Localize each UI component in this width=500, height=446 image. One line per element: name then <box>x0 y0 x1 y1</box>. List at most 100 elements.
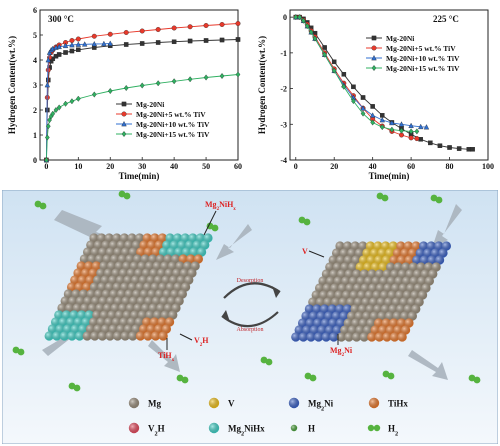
atom-shade <box>150 282 160 292</box>
data-point <box>123 30 129 35</box>
data-point <box>341 72 347 77</box>
atom-shade <box>167 296 177 306</box>
atom-shade <box>83 296 93 306</box>
x-tick-label: 20 <box>330 162 338 171</box>
atom-shade <box>147 240 157 250</box>
atom-shade <box>127 233 137 243</box>
atom-shade <box>350 304 360 314</box>
atom-shade <box>93 275 103 285</box>
atom-shade <box>129 296 139 306</box>
atom-shade <box>169 240 179 250</box>
atom-shade <box>122 261 132 271</box>
legend-label: Mg2NiHx <box>228 424 265 438</box>
atom-shade <box>111 317 121 327</box>
atom-shade <box>117 254 127 264</box>
data-point <box>418 123 424 130</box>
legend-marker <box>121 101 127 107</box>
atom-shade <box>332 248 342 258</box>
y-tick-label: 0 <box>33 156 37 165</box>
atom-shade <box>352 269 362 279</box>
atom-shade <box>335 241 345 251</box>
atom-shade <box>336 318 346 328</box>
data-point <box>75 36 81 42</box>
atom-shade <box>391 283 401 293</box>
atom-shade <box>181 282 191 292</box>
atom-shade <box>375 283 385 293</box>
atom-shade <box>435 255 445 265</box>
atom-shade <box>409 276 419 286</box>
data-point <box>139 28 145 34</box>
axis-ticks: 0 20 40 60 80 100 0 -1 -2 -3 -4 <box>280 13 494 171</box>
series-4 <box>44 71 241 163</box>
x-tick-label: 50 <box>202 162 210 171</box>
atom-shade <box>203 233 213 243</box>
data-point <box>447 145 452 150</box>
atom-shade <box>180 233 190 243</box>
atom-shade <box>368 283 378 293</box>
legend-swatch-shade <box>208 422 220 434</box>
data-point <box>76 95 81 102</box>
atom-shade <box>337 269 347 279</box>
atom-shade <box>127 317 137 327</box>
data-point <box>62 42 69 49</box>
atom-shade <box>375 269 385 279</box>
atom-shade <box>97 233 107 243</box>
atom-shade <box>388 304 398 314</box>
atom-shade <box>351 255 361 265</box>
atom-shade <box>311 290 321 300</box>
label-mg2nihx-pointer <box>203 210 217 236</box>
atom-shade <box>344 269 354 279</box>
atom-shade <box>302 325 312 335</box>
atom-shade <box>169 275 179 285</box>
atom-shade <box>328 255 338 265</box>
atom-shade <box>136 296 146 306</box>
atom-shade <box>136 247 146 257</box>
atom-shade <box>181 247 191 257</box>
atom-shade <box>321 332 331 342</box>
atom-shade <box>328 318 338 328</box>
atom-shade <box>149 268 159 278</box>
atom-shade <box>353 283 363 293</box>
atom-shade <box>118 303 128 313</box>
data-point <box>75 41 82 47</box>
atom-shade <box>402 276 412 286</box>
atom-shade <box>73 317 83 327</box>
atom-shade <box>193 254 203 264</box>
data-point <box>379 113 385 118</box>
h2-molecule-atom <box>303 218 311 226</box>
atom-shade <box>407 297 417 307</box>
atom-shade <box>147 289 157 299</box>
label-v2h-pointer <box>179 333 193 341</box>
data-point <box>45 123 51 130</box>
atom-shade <box>103 268 113 278</box>
data-point <box>304 23 310 30</box>
atom-shade <box>82 282 92 292</box>
atom-shade <box>108 324 118 334</box>
atom-shade <box>119 268 129 278</box>
series-4 <box>293 14 420 135</box>
data-point <box>69 42 75 48</box>
x-tick-label: 100 <box>482 162 494 171</box>
atom-shade <box>305 318 315 328</box>
legend-label: Mg-20Ni+15 wt.% TiV <box>136 130 210 139</box>
atom-shade <box>113 331 123 341</box>
data-point <box>76 47 81 53</box>
atom-shade <box>316 311 326 321</box>
atom-shade <box>132 289 142 299</box>
atom-shade <box>89 317 99 327</box>
atom-shade <box>131 324 141 334</box>
atom-shade <box>431 262 441 272</box>
atom-shade <box>329 332 339 342</box>
atom-shade <box>79 289 89 299</box>
gas-arrow-top-middle <box>216 224 252 260</box>
atom-shade <box>110 303 120 313</box>
atom-shade <box>157 317 167 327</box>
legend-label: H <box>308 424 315 434</box>
atom-shade <box>173 233 183 243</box>
atom-shade <box>357 290 367 300</box>
legend-label: V <box>228 399 235 409</box>
data-point <box>360 95 366 100</box>
y-tick-label: -4 <box>280 156 287 165</box>
atom-shade <box>130 310 140 320</box>
atom-shade <box>86 289 96 299</box>
